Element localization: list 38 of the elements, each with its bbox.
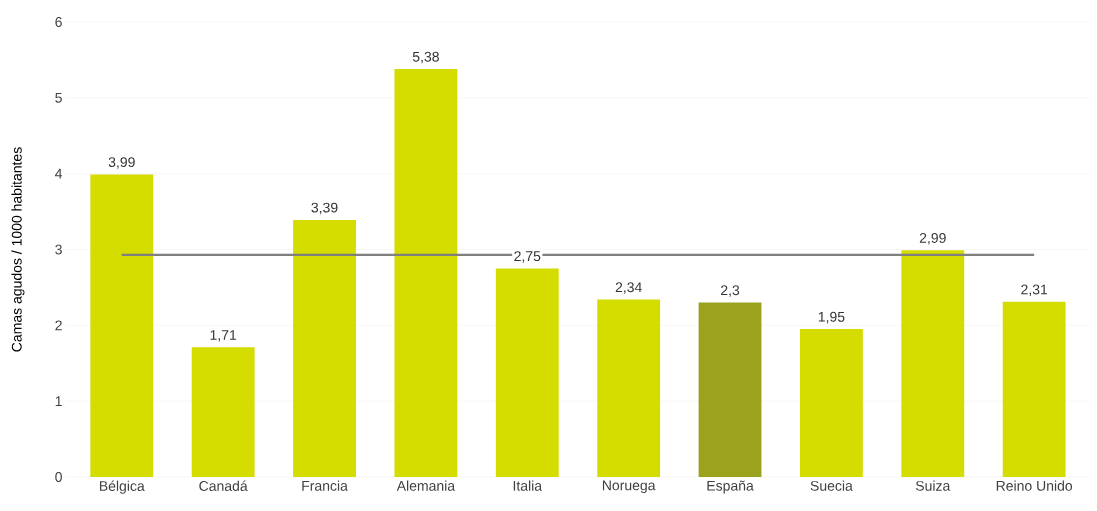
x-tick-label: Canadá [199,480,248,491]
bar [191,347,255,477]
bar [293,219,356,477]
bar [394,69,458,477]
data-label: 2,99 [919,232,946,245]
bar [90,174,154,477]
bar [799,329,863,477]
y-tick-label: 3 [55,244,62,255]
bar [495,268,559,477]
y-tick-label: 5 [55,92,62,103]
y-tick-label: 4 [55,168,63,179]
y-tick-label: 1 [55,396,62,406]
x-tick-label: Reino Unido [996,480,1073,491]
x-tick-label: Alemania [396,480,456,491]
data-label: 1,71 [210,330,237,342]
x-tick-label: Suiza [915,480,951,491]
x-tick-label: Francia [302,480,348,491]
bar [698,302,762,477]
data-label: 3,99 [108,157,135,169]
data-label: 2,75 [514,251,541,263]
data-label: 3,39 [311,202,338,215]
y-tick-label: 0 [55,472,62,482]
data-label: 1,95 [818,311,845,324]
data-label: 2,31 [1021,284,1048,297]
x-tick-label: Bélgica [99,480,145,494]
data-label: 2,34 [615,282,642,294]
y-tick-label: 2 [55,320,62,331]
x-tick-label: Italia [513,480,543,491]
bar [901,250,965,477]
y-axis-title: Camas agudos / 1000 habitantes [11,147,25,352]
x-tick-label: España [707,480,754,494]
y-tick-label: 6 [55,17,62,27]
data-label: 5,38 [412,51,439,64]
bar [1002,301,1066,477]
x-tick-label: Suecia [810,480,853,491]
x-tick-label: Noruega [602,480,656,494]
data-label: 2,3 [721,285,740,297]
bar [597,299,661,477]
